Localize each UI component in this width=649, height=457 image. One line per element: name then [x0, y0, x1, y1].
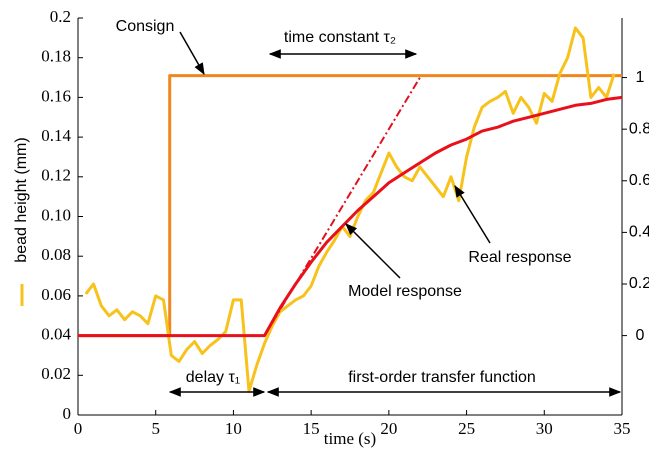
y-axis-label: bead height (mm) [13, 137, 30, 262]
annotation: time constant τ₂ [284, 29, 396, 46]
y-tick-label: 0.14 [41, 126, 71, 145]
x-axis-label: time (s) [324, 429, 376, 448]
x-tick-label: 25 [458, 419, 475, 438]
y2-tick-label: 0.6 [629, 172, 649, 189]
annotation: delay τ₁ [186, 369, 240, 386]
arrow [179, 31, 205, 76]
series-line [84, 26, 616, 393]
x-tick-label: 15 [303, 419, 320, 438]
y-tick-label: 0.2 [50, 7, 71, 26]
y2-tick-label: 0 [636, 327, 645, 344]
x-tick-label: 35 [614, 419, 631, 438]
y-tick-label: 0.12 [41, 166, 71, 185]
annotation: Consign [116, 18, 175, 35]
x-tick-label: 20 [380, 419, 397, 438]
y-tick-label: 0.08 [41, 245, 71, 264]
arrow [345, 223, 401, 279]
x-tick-label: 30 [536, 419, 553, 438]
y-tick-label: 0.18 [41, 47, 71, 66]
y2-tick-label: 0.4 [629, 224, 649, 241]
y-tick-label: 0.04 [41, 325, 71, 344]
x-tick-label: 5 [151, 419, 160, 438]
y-tick-label: 0.10 [41, 205, 71, 224]
annotation: Real response [468, 249, 571, 266]
annotation: Model response [348, 283, 462, 300]
series-line [78, 95, 623, 338]
arrow [454, 184, 491, 244]
plot-area: 0 5 10 15 20 25 30 3500.020.040.060.080.100.120… [41, 7, 649, 438]
y-tick-label: 0.02 [41, 364, 71, 383]
x-tick-label: 10 [225, 419, 242, 438]
y2-tick-label: 1 [636, 69, 645, 86]
y2-tick-label: 0.2 [629, 275, 649, 292]
x-tick-label: 0 [74, 419, 83, 438]
y-tick-label: 0.16 [41, 86, 71, 105]
annotation: first-order transfer function [348, 369, 536, 386]
y-tick-label: 0 [63, 404, 72, 423]
arrows [168, 31, 622, 397]
y2-tick-label: 0.8 [629, 120, 649, 137]
y-tick-label: 0.06 [41, 285, 71, 304]
